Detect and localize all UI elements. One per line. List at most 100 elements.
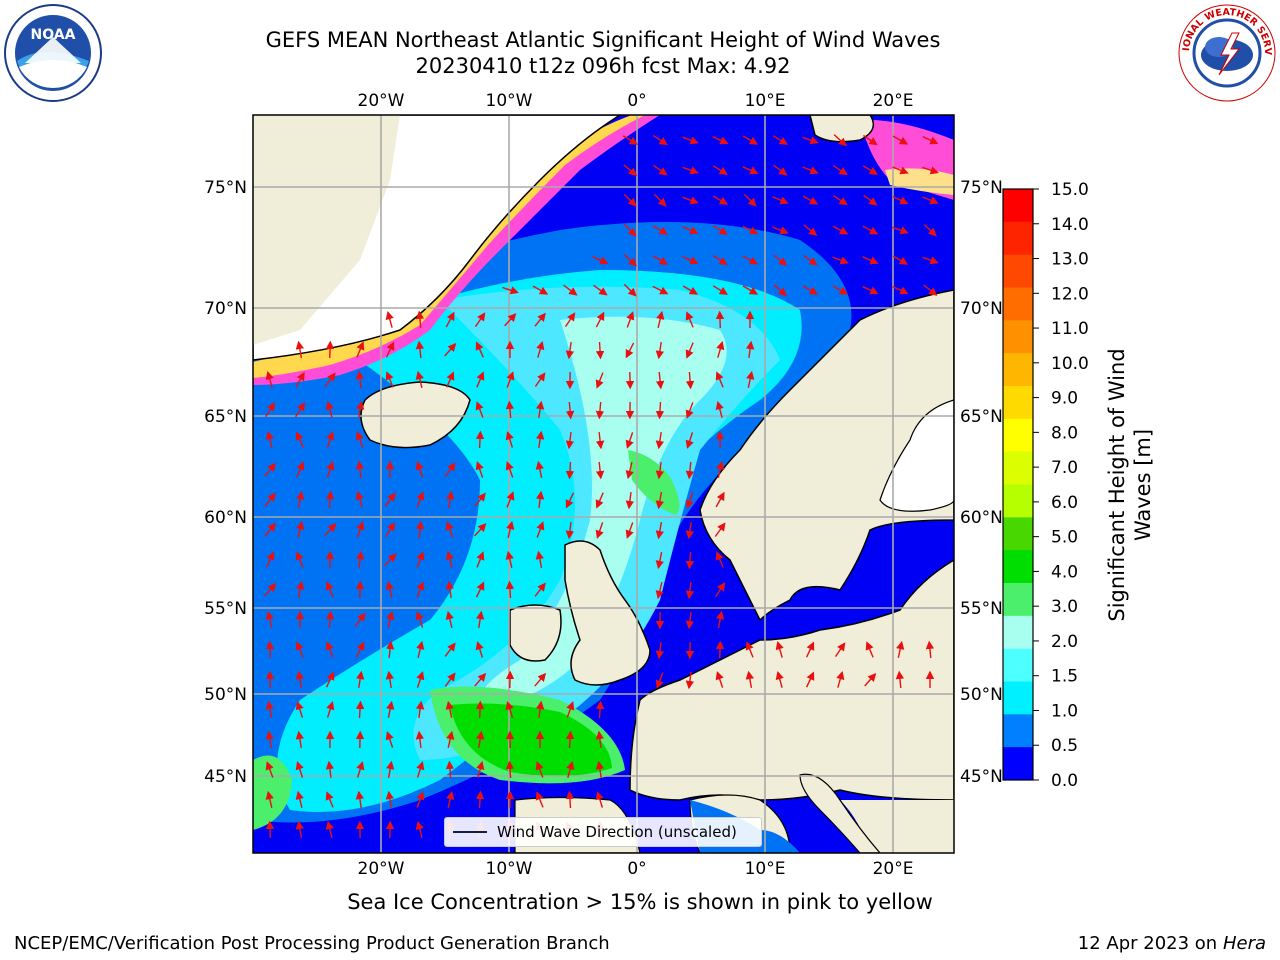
- wind-wave-arrow: [385, 371, 394, 388]
- lat-tick-right-45n: 45°N: [960, 767, 1003, 787]
- wind-wave-arrow: [715, 400, 724, 418]
- wind-wave-arrow: [716, 610, 725, 629]
- wind-wave-arrow: [475, 790, 485, 809]
- wind-wave-arrow: [383, 553, 397, 567]
- lat-tick-right-70n: 70°N: [960, 299, 1003, 319]
- lat-tick-left-75n: 75°N: [204, 178, 247, 198]
- wind-wave-arrow: [356, 521, 365, 538]
- wind-wave-arrow: [325, 671, 335, 688]
- colorbar-segment: [1003, 418, 1033, 453]
- wind-wave-arrow: [745, 670, 754, 689]
- wind-wave-arrow: [385, 640, 395, 658]
- wind-wave-arrow: [325, 581, 334, 598]
- wind-wave-arrow: [265, 761, 274, 778]
- wind-wave-arrow: [685, 342, 694, 359]
- greenland-coast: [253, 115, 400, 345]
- wind-wave-arrow: [863, 194, 878, 206]
- wind-wave-arrow: [715, 671, 724, 688]
- great-britain-land: [564, 540, 651, 686]
- colorbar: [1003, 189, 1033, 781]
- nws-logo-icon: NATIONAL WEATHER SERVICE: [1177, 3, 1276, 102]
- wind-wave-arrow: [685, 582, 695, 600]
- wind-wave-arrow: [415, 730, 425, 748]
- colorbar-label-line2: Waves [m]: [1131, 429, 1155, 541]
- footer-date-text: 12 Apr 2023 on: [1077, 933, 1218, 954]
- wind-wave-arrow: [475, 461, 484, 478]
- wind-wave-arrow: [743, 193, 757, 207]
- wind-wave-arrow: [295, 371, 305, 388]
- colorbar-segment: [1003, 714, 1033, 748]
- colorbar-tick-label: 0.5: [1051, 736, 1078, 756]
- wind-wave-arrow: [295, 340, 304, 359]
- wind-wave-arrow: [746, 370, 755, 388]
- wind-wave-arrow: [445, 580, 455, 599]
- wind-wave-arrow: [386, 760, 395, 779]
- wind-wave-arrow: [802, 166, 819, 175]
- wind-wave-arrow: [416, 671, 425, 688]
- lat-tick-left-60n: 60°N: [204, 508, 247, 528]
- wind-wave-arrow: [832, 225, 849, 235]
- lat-tick-left-65n: 65°N: [204, 407, 247, 427]
- wind-wave-arrow: [922, 166, 939, 175]
- wind-wave-arrow: [685, 672, 695, 690]
- wind-wave-arrow: [354, 612, 366, 627]
- wind-wave-arrow: [444, 672, 456, 687]
- wind-wave-arrow: [623, 164, 638, 176]
- wind-wave-arrow: [923, 223, 937, 237]
- wind-wave-arrow: [445, 760, 455, 779]
- wind-wave-arrow: [324, 372, 336, 387]
- wind-wave-arrow: [505, 550, 514, 568]
- wind-wave-arrow: [355, 580, 365, 599]
- iceland-land: [360, 381, 471, 449]
- lat-tick-left-70n: 70°N: [204, 299, 247, 319]
- wind-wave-arrow: [386, 700, 395, 718]
- wind-wave-arrow: [535, 430, 545, 449]
- wind-wave-arrow: [265, 610, 274, 628]
- colorbar-tick-label: 6.0: [1051, 493, 1078, 513]
- wind-wave-arrow: [295, 431, 304, 448]
- wind-wave-arrow: [712, 136, 729, 145]
- wind-wave-arrow: [265, 640, 275, 659]
- wind-wave-arrow: [595, 522, 604, 539]
- wind-wave-arrow: [625, 522, 634, 539]
- wind-wave-arrow: [356, 341, 365, 358]
- wind-wave-arrow: [296, 520, 305, 538]
- sea-ice-svalbard-core: [885, 168, 954, 195]
- wind-wave-arrow: [712, 225, 728, 236]
- lat-tick-right-50n: 50°N: [960, 685, 1003, 705]
- wind-wave-arrow: [682, 136, 699, 145]
- wind-wave-arrow: [802, 195, 819, 205]
- colorbar-segment: [1003, 484, 1033, 518]
- map-frame: [252, 114, 955, 854]
- wind-wave-arrow: [655, 672, 664, 689]
- wind-wave-arrow: [922, 135, 939, 145]
- wind-wave-arrow: [742, 255, 759, 265]
- colorbar-label: Significant Height of Wind Waves [m]: [1105, 348, 1155, 621]
- wind-wave-arrow: [832, 195, 848, 206]
- wind-wave-arrow: [446, 490, 455, 509]
- wind-wave-arrow: [656, 310, 665, 328]
- footer-date: 12 Apr 2023 on Hera: [1078, 933, 1266, 954]
- wind-wave-arrow: [742, 135, 759, 145]
- wind-wave-arrow: [535, 700, 545, 718]
- wind-wave-arrow: [415, 611, 424, 628]
- lon-ticks-bottom: 20°W 10°W 0° 10°E 20°E: [358, 859, 914, 879]
- italy-land: [799, 773, 881, 853]
- wind-wave-arrow: [923, 284, 938, 296]
- wind-wave-arrow: [445, 311, 455, 328]
- wave-band-3.0m-north-sea: [628, 450, 680, 515]
- wind-wave-arrow: [475, 581, 485, 598]
- wind-wave-arrow: [772, 135, 788, 145]
- wind-wave-arrow: [325, 641, 334, 658]
- wind-wave-arrow: [773, 284, 788, 297]
- wind-wave-arrow: [682, 196, 699, 205]
- wind-wave-arrow: [295, 670, 305, 689]
- colorbar-tick-label: 7.0: [1051, 458, 1078, 478]
- wind-wave-arrow: [566, 760, 575, 778]
- wind-wave-arrow: [535, 400, 545, 419]
- wind-wave-arrow: [836, 670, 845, 688]
- colorbar-segment: [1003, 320, 1033, 354]
- colorbar-tick-label: 15.0: [1051, 180, 1089, 200]
- wind-wave-arrow: [415, 340, 425, 359]
- wind-wave-arrow: [416, 761, 425, 778]
